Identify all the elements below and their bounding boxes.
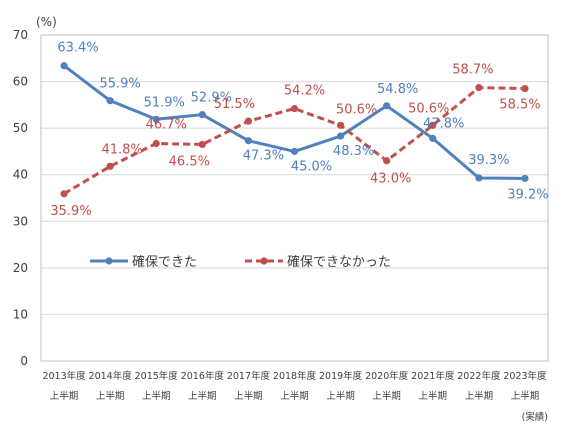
series-2-point	[521, 84, 529, 93]
x-tick-label-period: 上半期	[465, 390, 494, 402]
x-tick-label-period: 上半期	[511, 390, 540, 402]
legend: 確保できた 確保できなかった	[90, 254, 391, 270]
legend-swatch-marker	[105, 257, 113, 265]
legend-swatch-marker	[260, 257, 268, 265]
series-1-point	[198, 111, 206, 119]
x-tick-label-period: 上半期	[372, 390, 401, 402]
y-tick-label: 10	[13, 307, 28, 321]
series-1-point	[244, 137, 253, 145]
data-label: 52.9%	[191, 91, 232, 106]
data-label: 51.5%	[214, 97, 255, 112]
series-1-point	[429, 134, 437, 142]
series-2-point	[60, 190, 68, 198]
x-tick-label-year: 2018年度	[273, 370, 317, 382]
x-tick-label-year: 2022年度	[457, 370, 501, 382]
x-tick-label-period: 上半期	[419, 390, 448, 402]
data-label: 50.6%	[336, 102, 377, 117]
x-tick-label-period: 上半期	[326, 390, 355, 402]
series-2-point	[383, 157, 391, 165]
series-2-point	[475, 84, 483, 92]
x-tick-label-year: 2013年度	[42, 370, 86, 382]
series-1-point	[475, 174, 483, 182]
data-label: 39.3%	[468, 153, 509, 168]
x-tick-label-year: 2023年度	[503, 370, 547, 382]
y-axis-unit-label: (%)	[36, 15, 57, 29]
series-1-point	[290, 147, 299, 156]
series-2-point	[336, 121, 345, 129]
legend-label: 確保できなかった	[287, 254, 391, 270]
x-tick-label-period: 上半期	[50, 390, 79, 402]
y-tick-label: 70	[13, 28, 28, 42]
y-tick-label: 40	[13, 168, 28, 182]
data-label: 43.0%	[370, 172, 411, 187]
data-label: 54.2%	[284, 84, 325, 99]
data-label: 48.3%	[333, 144, 374, 159]
x-tick-label-period: 上半期	[280, 390, 309, 402]
series-2-point	[429, 121, 437, 129]
data-labels: 63.4% 55.9% 51.9% 52.9% 47.3% 45.0%48.3% 54.8%…	[50, 41, 548, 219]
data-label: 45.0%	[291, 159, 332, 174]
legend-label: 確保できた	[132, 254, 197, 270]
x-tick-label-year: 2014年度	[89, 370, 133, 382]
y-tick-label: 50	[13, 121, 28, 135]
y-tick-label: 60	[13, 75, 28, 89]
y-tick-label: 30	[13, 214, 28, 228]
x-tick-label-year: 2020年度	[365, 370, 409, 382]
data-label: 58.5%	[499, 98, 540, 113]
data-label: 41.8%	[101, 142, 142, 157]
footnote-actual: (実績)	[522, 411, 548, 423]
data-label: 47.3%	[243, 149, 284, 164]
data-label: 51.9%	[144, 95, 185, 110]
x-tick-label-year: 2019年度	[319, 370, 363, 382]
gridlines	[41, 81, 548, 315]
data-label: 39.2%	[507, 187, 548, 202]
series-2-point	[152, 139, 160, 148]
x-tick-label-year: 2016年度	[181, 370, 225, 382]
x-tick-label-period: 上半期	[96, 390, 125, 402]
x-tick-label-period: 上半期	[188, 390, 217, 402]
series-1-point	[383, 102, 391, 110]
series-2-point	[290, 104, 299, 113]
data-label: 46.5%	[169, 154, 210, 169]
series-1-point	[106, 97, 114, 105]
data-label: 46.7%	[146, 118, 187, 133]
series-lines	[60, 62, 529, 198]
x-tick-label-period: 上半期	[142, 390, 171, 402]
data-label: 47.8%	[423, 116, 464, 131]
series-1-point	[336, 132, 345, 140]
series-2-point	[244, 117, 253, 125]
series-1-point	[152, 115, 160, 123]
series-1-point	[60, 62, 68, 70]
series-2-point	[106, 162, 114, 170]
y-axis-ticks: 0 10 20 30 40 50 60 70	[13, 28, 28, 368]
series-2-point	[198, 140, 206, 149]
x-axis-ticks: 2013年度上半期2014年度上半期2015年度上半期2016年度上半期2017…	[42, 370, 547, 402]
x-tick-label-year: 2017年度	[227, 370, 271, 382]
data-label: 50.6%	[408, 101, 449, 116]
data-label: 54.8%	[377, 82, 418, 97]
data-label: 55.9%	[99, 77, 140, 92]
data-label: 63.4%	[57, 41, 98, 56]
x-tick-label-period: 上半期	[234, 390, 263, 402]
data-label: 58.7%	[452, 63, 493, 78]
y-tick-label: 0	[20, 354, 28, 368]
x-tick-label-year: 2021年度	[411, 370, 455, 382]
series-line-2	[63, 86, 525, 196]
series-1-point	[521, 174, 529, 183]
data-label: 35.9%	[50, 204, 91, 219]
y-tick-label: 20	[13, 261, 28, 275]
plot-area-border	[40, 34, 549, 362]
x-tick-label-year: 2015年度	[135, 370, 179, 382]
